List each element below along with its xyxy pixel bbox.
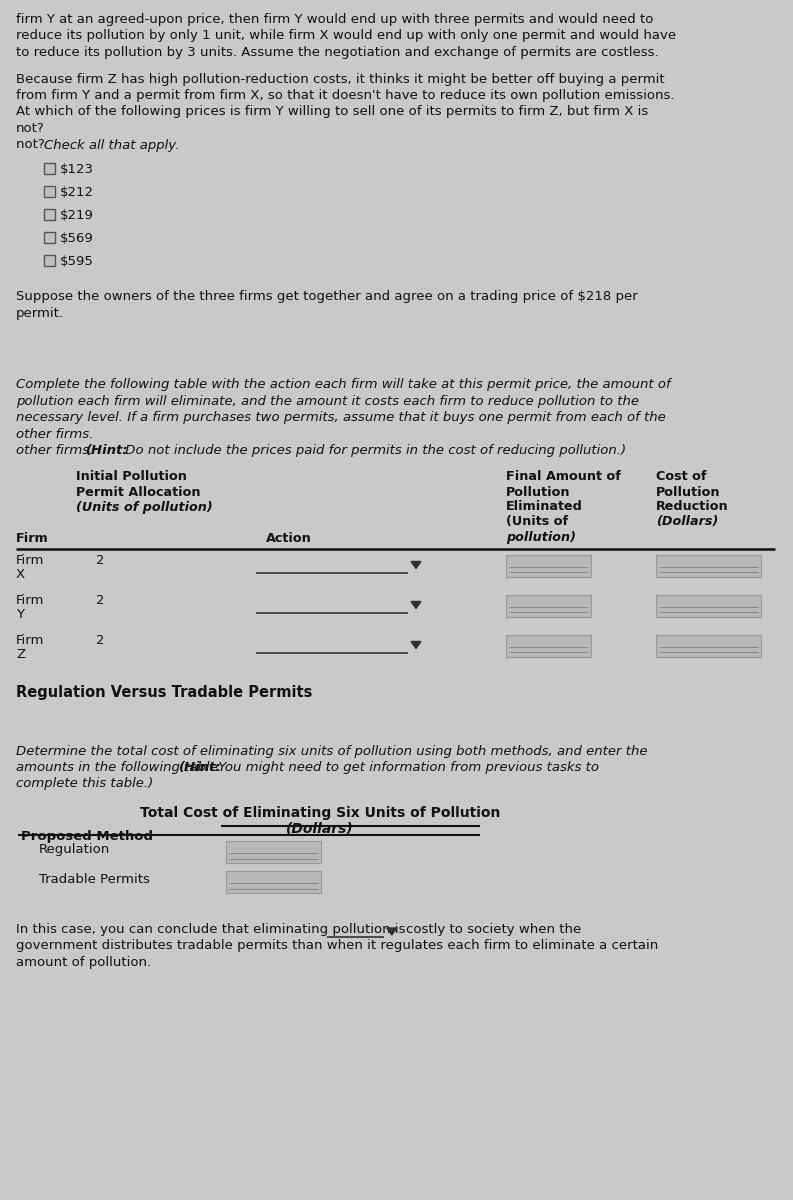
Bar [226, 841, 321, 863]
Text: not?: not? [16, 138, 49, 151]
Text: At which of the following prices is firm Y willing to sell one of its permits to: At which of the following prices is firm… [16, 106, 648, 119]
Text: Pollution: Pollution [656, 486, 721, 498]
Text: (Dollars): (Dollars) [286, 822, 354, 836]
Text: Firm: Firm [16, 554, 44, 568]
Text: 2: 2 [96, 635, 105, 648]
Text: (Dollars): (Dollars) [656, 516, 718, 528]
Text: to reduce its pollution by 3 units. Assume the negotiation and exchange of permi: to reduce its pollution by 3 units. Assu… [16, 46, 659, 59]
Text: $123: $123 [60, 163, 94, 176]
Text: not?: not? [16, 122, 44, 134]
Text: Because firm Z has high pollution-reduction costs, it thinks it might be better : Because firm Z has high pollution-reduct… [16, 72, 665, 85]
Text: Z: Z [16, 648, 25, 661]
Text: (Hint:: (Hint: [179, 761, 221, 774]
Text: (Units of: (Units of [506, 516, 568, 528]
Text: Firm: Firm [16, 594, 44, 607]
Bar [44, 186, 55, 197]
Bar [44, 254, 55, 266]
Bar [656, 594, 761, 617]
Bar [656, 554, 761, 576]
Text: $219: $219 [60, 209, 94, 222]
Bar [44, 209, 55, 220]
Text: pollution): pollution) [506, 530, 576, 544]
Text: Permit Allocation: Permit Allocation [76, 486, 201, 498]
Text: $212: $212 [60, 186, 94, 199]
Polygon shape [411, 642, 421, 648]
Text: Regulation Versus Tradable Permits: Regulation Versus Tradable Permits [16, 684, 312, 700]
Text: $569: $569 [60, 232, 94, 245]
Polygon shape [387, 928, 396, 935]
Text: Y: Y [16, 608, 24, 622]
Text: Firm: Firm [16, 533, 48, 546]
Text: In this case, you can conclude that eliminating pollution is: In this case, you can conclude that elim… [16, 923, 405, 936]
Text: government distributes tradable permits than when it regulates each firm to elim: government distributes tradable permits … [16, 940, 658, 953]
Text: from firm Y and a permit from firm X, so that it doesn't have to reduce its own : from firm Y and a permit from firm X, so… [16, 89, 675, 102]
Text: Complete the following table with the action each firm will take at this permit : Complete the following table with the ac… [16, 378, 671, 391]
Text: Cost of: Cost of [656, 470, 707, 484]
Text: necessary level. If a firm purchases two permits, assume that it buys one permit: necessary level. If a firm purchases two… [16, 410, 666, 424]
Text: Determine the total cost of eliminating six units of pollution using both method: Determine the total cost of eliminating … [16, 744, 648, 757]
Text: 2: 2 [96, 594, 105, 607]
Text: complete this table.): complete this table.) [16, 778, 153, 791]
Bar [506, 554, 591, 576]
Text: pollution each firm will eliminate, and the amount it costs each firm to reduce : pollution each firm will eliminate, and … [16, 395, 639, 408]
Text: reduce its pollution by only 1 unit, while firm X would end up with only one per: reduce its pollution by only 1 unit, whi… [16, 30, 676, 42]
Text: $595: $595 [60, 254, 94, 268]
Text: Pollution: Pollution [506, 486, 570, 498]
Polygon shape [411, 562, 421, 569]
Bar [44, 232, 55, 242]
Text: (Hint:: (Hint: [86, 444, 128, 457]
Text: Total Cost of Eliminating Six Units of Pollution: Total Cost of Eliminating Six Units of P… [140, 806, 500, 820]
Text: amounts in the following table.: amounts in the following table. [16, 761, 226, 774]
Text: 2: 2 [96, 554, 105, 568]
Polygon shape [411, 601, 421, 608]
Text: Action: Action [266, 533, 312, 546]
Text: (Units of pollution): (Units of pollution) [76, 500, 213, 514]
Bar [656, 635, 761, 656]
Text: Firm: Firm [16, 635, 44, 648]
Text: Reduction: Reduction [656, 500, 729, 514]
Text: You might need to get information from previous tasks to: You might need to get information from p… [214, 761, 599, 774]
Text: Initial Pollution: Initial Pollution [76, 470, 187, 484]
Text: Regulation: Regulation [39, 842, 110, 856]
Bar [506, 635, 591, 656]
Text: Final Amount of: Final Amount of [506, 470, 621, 484]
Bar [226, 871, 321, 893]
Text: Suppose the owners of the three firms get together and agree on a trading price : Suppose the owners of the three firms ge… [16, 290, 638, 302]
Bar [44, 163, 55, 174]
Text: X: X [16, 569, 25, 582]
Text: other firms.: other firms. [16, 427, 94, 440]
Text: amount of pollution.: amount of pollution. [16, 956, 151, 970]
Text: Proposed Method: Proposed Method [21, 830, 153, 842]
Text: permit.: permit. [16, 306, 64, 319]
Text: Check all that apply.: Check all that apply. [44, 138, 179, 151]
Text: Eliminated: Eliminated [506, 500, 583, 514]
Bar [506, 594, 591, 617]
Text: other firms.: other firms. [16, 444, 98, 457]
Text: Do not include the prices paid for permits in the cost of reducing pollution.): Do not include the prices paid for permi… [121, 444, 626, 457]
Text: Tradable Permits: Tradable Permits [39, 874, 150, 886]
Text: firm Y at an agreed-upon price, then firm Y would end up with three permits and : firm Y at an agreed-upon price, then fir… [16, 13, 653, 26]
Text: costly to society when the: costly to society when the [406, 923, 581, 936]
